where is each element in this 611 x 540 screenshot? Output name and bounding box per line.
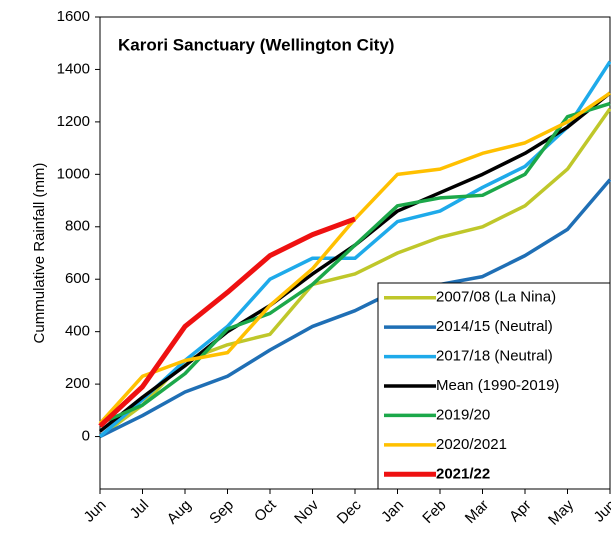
x-tick-label: Oct [251, 496, 280, 525]
series-line [99, 101, 611, 426]
x-tick-label: Nov [291, 496, 322, 527]
x-tick-label: Jan [378, 497, 407, 526]
series-line [98, 216, 356, 428]
legend-label: 2021/22 [436, 465, 490, 482]
x-tick-label: Jun [81, 497, 110, 526]
x-tick-label: May [545, 496, 577, 528]
legend-label: Mean (1990-2019) [436, 377, 559, 394]
legend-label: 2017/18 (Neutral) [436, 348, 553, 365]
legend-label: 2020/2021 [436, 436, 507, 453]
y-tick-label: 200 [65, 375, 90, 392]
y-axis-label: Cummulative Rainfall (mm) [31, 163, 48, 344]
chart-title: Karori Sanctuary (Wellington City) [118, 35, 394, 54]
y-tick-label: 1400 [57, 60, 90, 77]
x-tick-label: Mar [462, 497, 492, 527]
y-tick-label: 0 [82, 428, 90, 445]
series-line [99, 178, 611, 439]
legend-label: 2014/15 (Neutral) [436, 318, 553, 335]
y-tick-label: 600 [65, 270, 90, 287]
x-tick-label: Feb [419, 497, 449, 527]
y-tick-label: 1200 [57, 113, 90, 130]
x-tick-label: Apr [506, 497, 535, 526]
y-tick-label: 800 [65, 218, 90, 235]
legend-label: 2007/08 (La Nina) [436, 289, 556, 306]
x-tick-label: Dec [334, 496, 365, 527]
y-tick-label: 1000 [57, 165, 90, 182]
x-tick-label: Jun [591, 497, 611, 526]
legend-label: 2019/20 [436, 406, 490, 423]
y-tick-label: 1600 [57, 8, 90, 25]
y-tick-label: 400 [65, 323, 90, 340]
x-tick-label: Sep [206, 497, 237, 528]
x-tick-label: Aug [164, 497, 195, 528]
x-tick-label: Jul [127, 497, 153, 523]
